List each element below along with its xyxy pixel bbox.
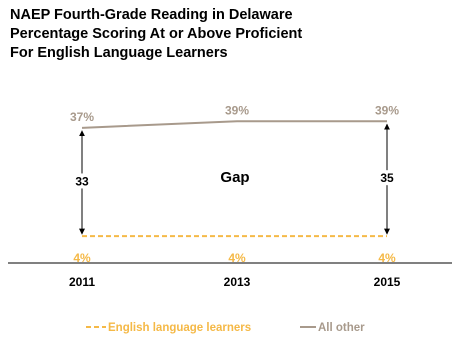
series-line-all-other (81, 120, 387, 129)
axis-layer: 2011 2013 2015 (8, 262, 452, 289)
series-layer (81, 120, 387, 238)
x-tick-label: 2011 (69, 275, 95, 289)
gap-value-label: 35 (380, 171, 394, 185)
chart-title-line-3: For English Language Learners (10, 45, 228, 61)
gap-annotation: Gap (220, 169, 249, 186)
x-tick-label: 2013 (224, 275, 251, 289)
chart-title-line-2: Percentage Scoring At or Above Proficien… (10, 26, 303, 42)
x-tick-label: 2015 (374, 275, 401, 289)
legend-label-english-language-learners: English language learners (108, 322, 251, 334)
chart-title: NAEP Fourth-Grade Reading in Delaware Pe… (10, 6, 450, 63)
gap-layer: 33 35 (73, 123, 396, 235)
data-label: 4% (378, 251, 396, 265)
data-label: 39% (375, 103, 399, 117)
data-label: 4% (73, 251, 91, 265)
gap-label-backdrop (378, 170, 396, 186)
gap-value-label: 33 (75, 174, 89, 188)
chart-title-line-1: NAEP Fourth-Grade Reading in Delaware (10, 7, 293, 23)
legend-label-all-other: All other (318, 322, 365, 334)
data-label: 37% (70, 110, 94, 124)
data-label: 39% (225, 103, 249, 117)
label-layer: 4% 4% 4% 37% 39% 39% Gap (70, 103, 399, 265)
gap-label-backdrop (73, 173, 91, 189)
legend: English language learners All other (86, 322, 365, 334)
data-label: 4% (228, 251, 246, 265)
